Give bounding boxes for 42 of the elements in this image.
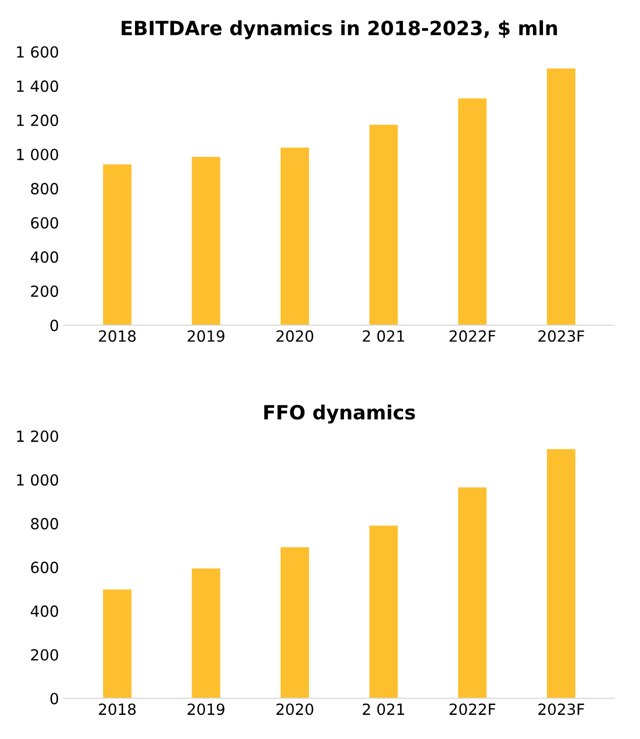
bar: [280, 148, 310, 326]
y-tick-label: 1 600: [17, 46, 58, 58]
x-tick-label: 2020: [276, 703, 314, 716]
bar: [546, 68, 576, 326]
y-tick-label: 200: [31, 649, 58, 661]
y-tick-label: 1 400: [17, 80, 58, 92]
bar: [192, 568, 220, 698]
x-tick-label: 2020: [276, 330, 314, 342]
y-tick-label: 400: [30, 251, 58, 263]
bar: [192, 156, 220, 326]
x-tick-label: 2022F: [450, 703, 496, 716]
y-tick-label: 0: [50, 320, 58, 332]
bar: [546, 449, 576, 698]
x-tick-label: 2018: [98, 330, 136, 342]
x-tick-label: 2 021: [362, 330, 404, 342]
x-tick-label: 2 021: [362, 703, 404, 716]
chart-title: FFO dynamics: [264, 404, 415, 424]
bar: [369, 124, 398, 326]
x-tick-label: 2023F: [538, 703, 584, 716]
x-tick-label: 2022F: [450, 330, 496, 342]
y-tick-label: 600: [31, 562, 58, 574]
x-tick-label: 2023F: [538, 330, 584, 342]
bar: [458, 487, 487, 698]
bar: [369, 526, 398, 698]
x-tick-label: 2019: [188, 330, 224, 342]
y-tick-label: 1 000: [17, 148, 58, 160]
y-tick-label: 0: [50, 692, 58, 704]
y-tick-label: 200: [31, 285, 58, 298]
y-tick-label: 800: [31, 182, 58, 194]
bar: [103, 589, 132, 698]
y-tick-label: 400: [30, 605, 58, 617]
chart-title: EBITDAre dynamics in 2018-2023, $ mln: [122, 20, 557, 40]
bar: [280, 547, 310, 698]
y-tick-label: 1 200: [17, 430, 58, 442]
x-tick-label: 2019: [188, 703, 224, 716]
bar: [458, 98, 487, 326]
x-tick-label: 2018: [98, 703, 136, 716]
y-tick-label: 600: [31, 217, 58, 229]
bar: [103, 164, 132, 326]
y-tick-label: 1 000: [17, 474, 58, 486]
y-tick-label: 1 200: [17, 114, 58, 126]
y-tick-label: 800: [31, 518, 58, 530]
